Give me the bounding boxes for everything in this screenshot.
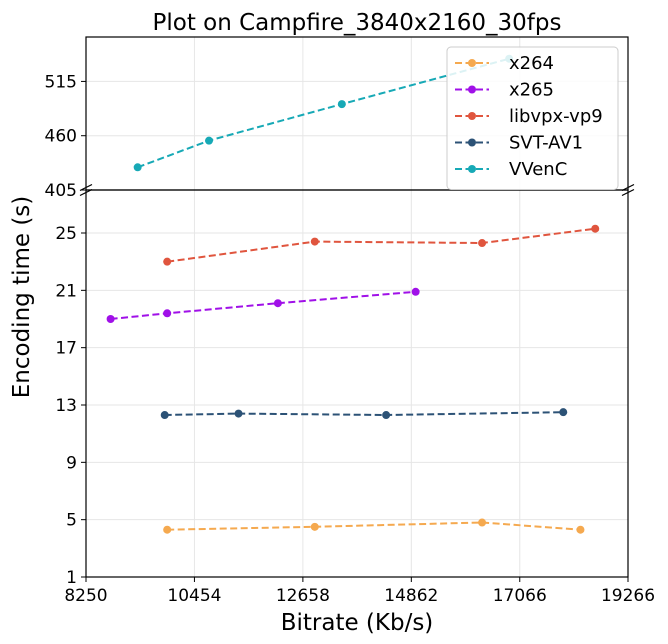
data-point-x265 [163, 309, 172, 318]
break-mark [79, 183, 93, 192]
break-mark [621, 183, 635, 192]
data-point-x264 [576, 525, 585, 534]
y-lower-tick-label: 9 [66, 453, 77, 473]
series-line-vvenc [137, 57, 510, 169]
data-point-x264 [310, 522, 319, 531]
x-axis-label: Bitrate (Kb/s) [281, 610, 434, 636]
data-point-libvpx-vp9 [591, 224, 600, 233]
legend-label: libvpx-vp9 [509, 106, 603, 127]
x-tick-label: 8250 [64, 586, 107, 606]
data-point-x265 [273, 299, 282, 308]
lower-panel-frame [85, 189, 629, 578]
ticks-layer: 8250 10454 12658 14862 17066 1926640546051515… [45, 72, 656, 606]
chart-title: Plot on Campfire_3840x2160_30fps [153, 10, 562, 36]
data-point-svt-av1 [559, 408, 568, 417]
x-tick-label: 14862 [384, 586, 438, 606]
legend-swatch-marker [468, 165, 476, 173]
legend-box [446, 46, 619, 190]
break-mark [79, 188, 93, 197]
data-point-libvpx-vp9 [478, 239, 487, 248]
x-tick-label: 17066 [493, 586, 547, 606]
legend-label: VVenC [509, 159, 567, 180]
data-point-vvenc [337, 100, 346, 109]
legend-swatch-marker [468, 85, 476, 94]
legend-item-libvpx-vp9: libvpx-vp9 [455, 106, 603, 127]
data-point-svt-av1 [382, 411, 391, 420]
lower-panel-grid [85, 190, 629, 578]
data-point-svt-av1 [234, 409, 243, 418]
y-axis-label: Encoding time (s) [9, 196, 35, 399]
legend-item-x265: x265 [455, 80, 554, 101]
series-libvpx-vp9 [163, 224, 600, 266]
legend-item-vvenc: VVenC [455, 159, 567, 180]
data-point-vvenc [205, 136, 214, 145]
series-line-x264 [167, 521, 581, 531]
legend-swatch-marker [468, 138, 476, 147]
legend: x264 x265 libvpx-vp9 SVT-AV1 VVenC [446, 46, 619, 190]
data-point-svt-av1 [160, 411, 169, 420]
y-lower-tick-label: 25 [55, 224, 77, 244]
y-upper-tick-label: 515 [45, 72, 77, 92]
series-line-svt-av1 [164, 411, 564, 417]
series-svt-av1 [160, 408, 568, 420]
data-point-x265 [106, 315, 115, 323]
legend-label: SVT-AV1 [509, 133, 583, 154]
x-tick-label: 10454 [167, 586, 221, 606]
series-x265 [106, 287, 420, 323]
series-line-libvpx-vp9 [167, 227, 596, 263]
data-point-x264 [163, 525, 172, 534]
legend-label: x264 [509, 53, 554, 74]
data-point-libvpx-vp9 [163, 257, 172, 266]
y-lower-tick-label: 1 [66, 568, 77, 588]
x-tick-label: 12658 [276, 586, 330, 606]
y-lower-tick-label: 17 [55, 339, 77, 359]
data-point-vvenc [133, 163, 142, 172]
y-lower-tick-label: 5 [66, 511, 77, 531]
series-x264 [163, 518, 585, 534]
x-tick-label: 19266 [601, 586, 655, 606]
series-line-x265 [110, 290, 416, 320]
y-upper-tick-label: 405 [45, 181, 77, 201]
y-lower-tick-label: 21 [55, 281, 77, 301]
data-point-libvpx-vp9 [310, 237, 319, 246]
break-mark [621, 188, 635, 197]
legend-item-svt-av1: SVT-AV1 [455, 133, 583, 154]
legend-item-x264: x264 [455, 53, 554, 74]
legend-label: x265 [509, 80, 554, 101]
axis-break-marks [79, 183, 635, 197]
y-upper-tick-label: 460 [45, 127, 77, 147]
data-point-x264 [478, 518, 487, 527]
data-point-x265 [411, 287, 420, 296]
legend-swatch-marker [468, 59, 476, 67]
y-lower-tick-label: 13 [55, 396, 77, 416]
legend-swatch-marker [468, 112, 476, 120]
